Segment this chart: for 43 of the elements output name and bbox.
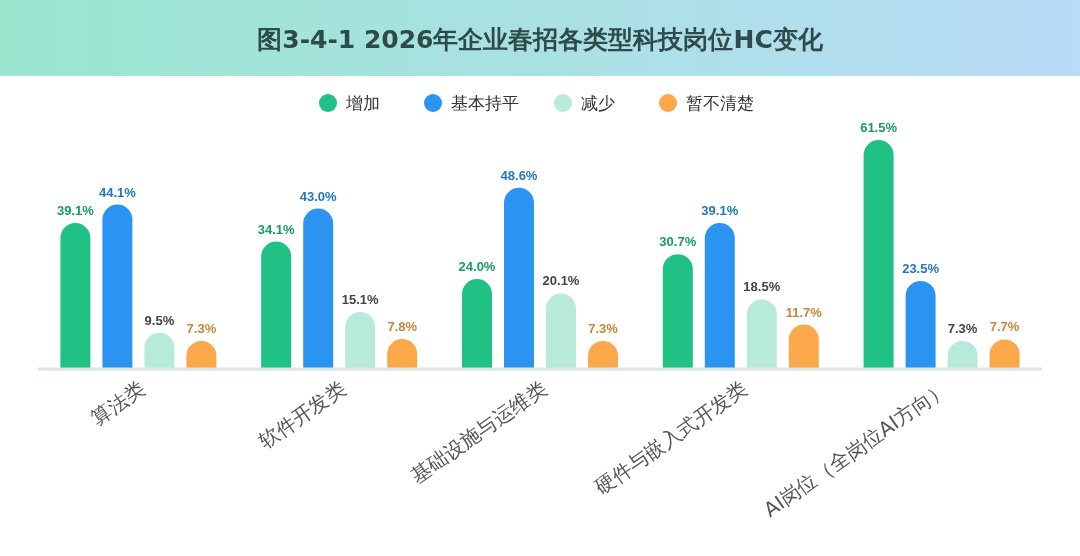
data-label: 18.5% (743, 279, 781, 295)
bar (746, 299, 777, 368)
bar (462, 279, 492, 368)
bar (345, 312, 376, 368)
bar (504, 187, 534, 368)
data-label: 24.0% (458, 259, 496, 275)
data-label: 61.5% (860, 120, 898, 135)
legend-label: 基本持平 (451, 93, 519, 113)
data-label: 39.1% (56, 203, 95, 219)
data-label: 7.3% (186, 320, 217, 336)
x-tick-label: AI岗位（全岗位AI方向） (759, 376, 953, 522)
x-tick-label: 算法类 (86, 376, 150, 431)
legend-label: 增加 (345, 93, 380, 113)
data-label: 23.5% (902, 260, 940, 276)
x-tick-label: 硬件与嵌入式开发类 (590, 376, 752, 500)
bar (704, 223, 735, 368)
bar (261, 241, 292, 368)
data-label: 30.7% (659, 234, 697, 250)
bar (662, 254, 693, 368)
bar (863, 140, 894, 368)
data-label: 7.3% (947, 320, 978, 336)
x-tick-label: 软件开发类 (254, 376, 351, 454)
bar (60, 223, 91, 368)
x-tick-label: 基础设施与运维类 (406, 376, 551, 488)
data-label: 11.7% (785, 304, 823, 320)
data-label: 44.1% (98, 184, 137, 200)
bar (905, 280, 936, 368)
chart-title: 图3-4-1 2026年企业春招各类型科技岗位HC变化 (257, 25, 824, 54)
data-label: 7.3% (588, 320, 619, 336)
legend-label: 减少 (581, 93, 615, 113)
bar (546, 293, 576, 368)
data-label: 34.1% (257, 221, 296, 237)
data-label: 20.1% (542, 273, 580, 289)
data-label: 43.0% (299, 188, 338, 204)
bar (102, 204, 133, 368)
data-label: 15.1% (341, 292, 380, 308)
data-label: 9.5% (144, 312, 175, 328)
legend-label: 暂不清楚 (686, 93, 754, 113)
data-label: 39.1% (701, 203, 739, 219)
data-label: 48.6% (500, 167, 538, 183)
data-label: 7.8% (387, 319, 418, 335)
data-label: 7.7% (989, 319, 1020, 335)
bar (303, 208, 334, 368)
